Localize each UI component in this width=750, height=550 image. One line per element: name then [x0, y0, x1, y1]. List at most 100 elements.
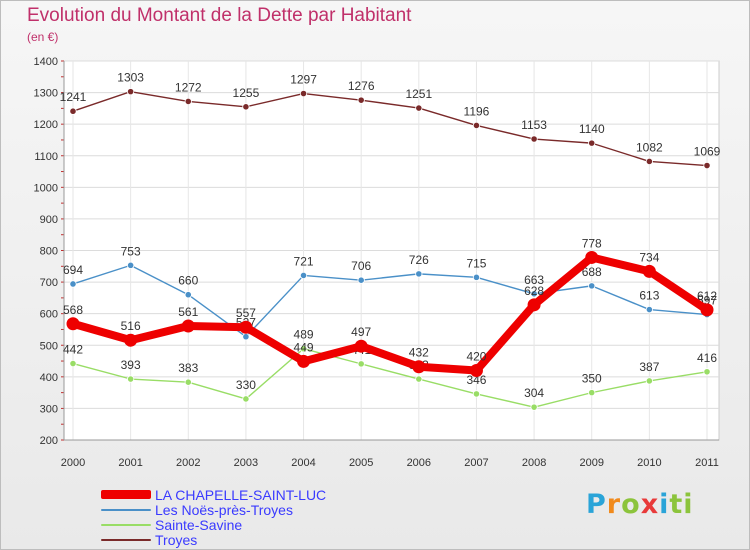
data-point — [127, 375, 135, 383]
data-point — [415, 270, 423, 278]
data-label: 628 — [524, 284, 544, 298]
data-label: 721 — [294, 254, 314, 268]
data-label: 1251 — [405, 87, 432, 101]
data-point — [645, 305, 653, 314]
data-label: 383 — [178, 361, 198, 375]
data-point — [242, 395, 250, 403]
series-line-1 — [72, 264, 708, 338]
legend: LA CHAPELLE-SAINT-LUC Les Noës-près-Troy… — [101, 486, 327, 548]
legend-label-les-noes: Les Noës-près-Troyes — [155, 501, 293, 518]
data-point — [472, 273, 481, 281]
data-label: 688 — [582, 265, 602, 279]
data-point — [299, 89, 308, 98]
data-label: 346 — [466, 373, 486, 387]
data-point — [700, 303, 714, 317]
data-point — [530, 403, 538, 411]
data-point — [242, 103, 250, 111]
x-tick-label: 2010 — [637, 457, 661, 469]
x-tick-label: 2002 — [176, 457, 200, 469]
y-tick-label: 200 — [40, 435, 58, 447]
data-label: 1272 — [175, 80, 202, 94]
data-label: 715 — [466, 256, 486, 270]
data-point — [184, 97, 192, 106]
data-point — [703, 161, 711, 170]
legend-item-la-chapelle: LA CHAPELLE-SAINT-LUC — [101, 486, 327, 503]
data-label: 663 — [524, 273, 544, 287]
data-label: 660 — [178, 274, 198, 288]
data-label: 393 — [121, 358, 141, 372]
legend-swatch-la-chapelle — [101, 490, 151, 499]
data-point — [184, 378, 192, 386]
data-point — [184, 291, 192, 299]
data-label: 1297 — [290, 73, 317, 87]
y-tick-label: 1300 — [34, 88, 58, 100]
data-point — [66, 317, 80, 331]
y-tick-label: 1100 — [34, 151, 58, 163]
y-tick-label: 300 — [40, 403, 58, 415]
legend-label-sainte-savine: Sainte-Savine — [155, 516, 243, 533]
data-label: 753 — [121, 244, 141, 258]
data-label: 778 — [582, 236, 602, 250]
data-point — [412, 360, 426, 374]
data-label: 1140 — [579, 122, 605, 136]
data-point — [472, 121, 481, 130]
data-point — [588, 389, 596, 397]
y-tick-label: 1200 — [34, 119, 58, 131]
legend-swatch-les-noes — [101, 508, 151, 511]
y-tick-label: 600 — [40, 309, 58, 321]
data-point — [299, 271, 308, 280]
data-label: 516 — [121, 319, 141, 333]
data-point — [415, 104, 423, 112]
x-tick-label: 2006 — [407, 457, 431, 469]
data-point — [645, 157, 653, 166]
data-label: 1276 — [348, 79, 375, 93]
data-label: 1303 — [117, 71, 144, 85]
y-tick-label: 700 — [40, 277, 58, 289]
data-point — [127, 261, 135, 269]
data-point — [69, 359, 77, 368]
data-label: 497 — [351, 325, 371, 339]
data-label: 304 — [524, 386, 544, 400]
x-tick-label: 2008 — [522, 457, 546, 469]
series-line-2 — [72, 348, 708, 408]
data-point — [415, 375, 423, 383]
data-label: 387 — [639, 360, 659, 374]
data-point — [645, 377, 653, 385]
legend-label-troyes: Troyes — [155, 531, 198, 548]
data-point — [585, 250, 599, 264]
data-point — [530, 290, 538, 298]
data-point — [69, 280, 77, 288]
x-tick-label: 2009 — [579, 457, 603, 469]
legend-swatch-sainte-savine — [101, 523, 151, 526]
data-label: 330 — [236, 378, 256, 392]
x-tick-label: 2000 — [61, 457, 85, 469]
data-label: 350 — [582, 372, 602, 386]
proxiti-logo: Proxiti — [586, 489, 694, 520]
data-label: 557 — [236, 306, 256, 320]
x-tick-label: 2004 — [291, 457, 315, 469]
data-label: 613 — [639, 289, 659, 303]
data-label: 734 — [639, 250, 659, 264]
legend-label-la-chapelle: LA CHAPELLE-SAINT-LUC — [155, 486, 327, 503]
data-point — [588, 282, 596, 290]
data-label: 442 — [63, 343, 83, 357]
data-point — [357, 276, 365, 284]
data-label: 561 — [178, 305, 198, 319]
series-line-3 — [72, 90, 708, 167]
legend-item-troyes: Troyes — [101, 531, 326, 548]
data-label: 612 — [697, 289, 717, 303]
data-point — [469, 364, 483, 378]
data-point — [642, 264, 656, 278]
data-label: 432 — [409, 346, 429, 360]
data-label: 449 — [294, 340, 314, 354]
chart-title: Evolution du Montant de la Dette par Hab… — [27, 5, 412, 26]
data-label: 420 — [466, 350, 486, 364]
data-point — [181, 319, 195, 333]
data-point — [127, 88, 135, 96]
data-point — [124, 333, 138, 347]
series-line-0 — [69, 253, 711, 375]
legend-item-sainte-savine: Sainte-Savine — [101, 516, 326, 533]
data-label: 568 — [63, 303, 83, 317]
data-point — [703, 368, 711, 376]
